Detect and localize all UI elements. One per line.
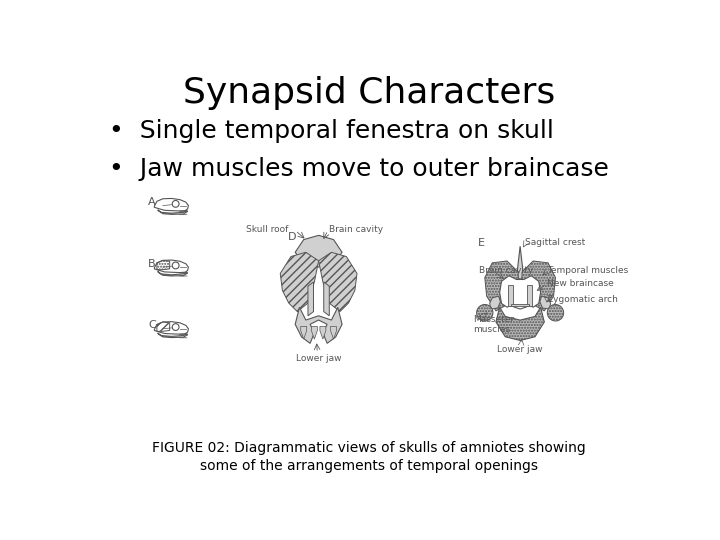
Polygon shape <box>320 326 326 339</box>
Text: Sagittal crest: Sagittal crest <box>525 238 585 247</box>
Text: Brain cavity: Brain cavity <box>329 225 384 233</box>
Text: B: B <box>148 259 156 269</box>
Text: Brain cavity: Brain cavity <box>480 266 534 275</box>
Polygon shape <box>295 307 342 343</box>
Text: Synapsid Characters: Synapsid Characters <box>183 76 555 110</box>
Text: FIGURE 02: Diagrammatic views of skulls of amniotes showing: FIGURE 02: Diagrammatic views of skulls … <box>152 441 586 455</box>
Polygon shape <box>324 282 329 316</box>
Polygon shape <box>527 285 532 307</box>
Text: E: E <box>477 238 485 247</box>
Polygon shape <box>301 326 307 339</box>
Text: Lower jaw: Lower jaw <box>498 345 543 354</box>
Polygon shape <box>485 261 518 311</box>
Polygon shape <box>311 326 318 339</box>
Polygon shape <box>295 235 342 267</box>
Polygon shape <box>500 276 541 309</box>
Text: A: A <box>148 197 156 207</box>
Polygon shape <box>308 282 313 316</box>
Polygon shape <box>547 305 564 321</box>
Polygon shape <box>496 307 544 340</box>
Polygon shape <box>517 246 523 280</box>
Text: Temporal muscles: Temporal muscles <box>547 266 628 275</box>
Text: C: C <box>148 320 156 330</box>
Polygon shape <box>477 305 493 321</box>
Polygon shape <box>508 285 513 307</box>
Text: •  Single temporal fenestra on skull: • Single temporal fenestra on skull <box>109 119 554 143</box>
Polygon shape <box>490 296 500 309</box>
Polygon shape <box>540 296 551 309</box>
Text: D: D <box>288 233 297 242</box>
Text: some of the arrangements of temporal openings: some of the arrangements of temporal ope… <box>200 459 538 473</box>
Text: Zygomatic arch: Zygomatic arch <box>547 295 618 305</box>
Text: New braincase: New braincase <box>547 279 613 288</box>
Text: Skull roof: Skull roof <box>246 225 288 233</box>
Polygon shape <box>319 252 357 312</box>
Text: Masseter
muscles: Masseter muscles <box>474 315 515 334</box>
Polygon shape <box>330 326 336 339</box>
Text: •  Jaw muscles move to outer braincase: • Jaw muscles move to outer braincase <box>109 157 609 181</box>
Text: Lower jaw: Lower jaw <box>296 354 341 363</box>
Polygon shape <box>280 252 319 312</box>
Polygon shape <box>510 303 529 307</box>
Polygon shape <box>522 261 555 311</box>
